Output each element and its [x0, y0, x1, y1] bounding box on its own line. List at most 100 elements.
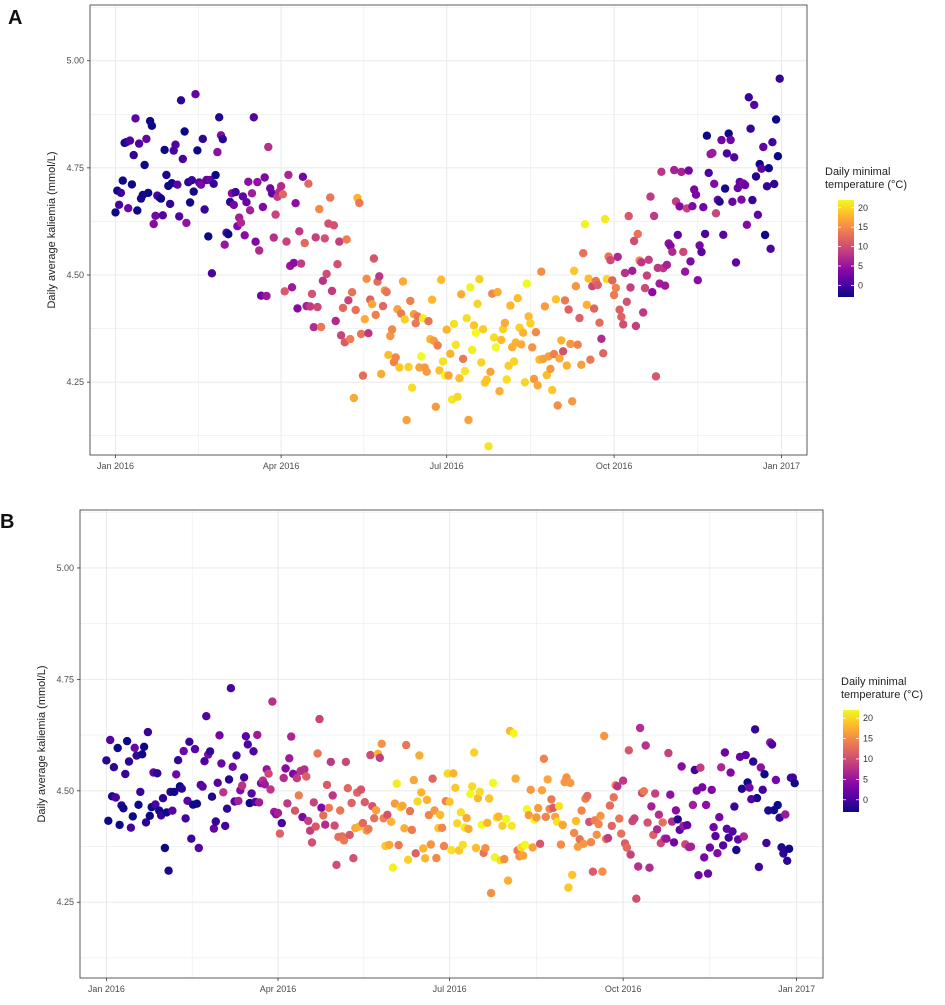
data-point [143, 727, 153, 737]
data-point [511, 774, 520, 783]
data-point [598, 867, 607, 876]
data-point [764, 164, 773, 173]
data-point [222, 804, 232, 813]
data-point [336, 331, 346, 340]
data-point [506, 301, 515, 310]
data-point [679, 247, 688, 257]
data-point [624, 211, 633, 221]
data-point [762, 838, 771, 848]
data-point [211, 170, 220, 180]
plot-area [90, 5, 807, 455]
data-point [528, 843, 537, 852]
data-point [187, 834, 196, 843]
data-point [473, 299, 482, 308]
data-point [281, 764, 290, 773]
legend-tick-label: 15 [863, 734, 873, 744]
data-point [251, 237, 260, 246]
data-point [722, 149, 732, 158]
data-point [180, 127, 189, 136]
data-point [533, 381, 542, 390]
data-point [750, 100, 759, 110]
data-point [273, 808, 283, 818]
plot-area [80, 510, 823, 978]
data-point [209, 824, 219, 833]
data-point [369, 254, 379, 263]
data-point [629, 236, 639, 246]
data-point [106, 735, 115, 745]
data-point [540, 302, 550, 311]
data-point [762, 182, 772, 191]
data-point [287, 283, 297, 292]
data-point [430, 806, 439, 815]
legend-title-line1: Daily minimal [841, 676, 906, 688]
data-point [244, 177, 253, 186]
data-point [394, 840, 403, 850]
x-tick-label: Jan 2017 [778, 984, 815, 994]
legend-colorbar [843, 710, 859, 812]
data-point [700, 229, 710, 239]
data-point [582, 300, 591, 309]
data-point [760, 770, 769, 779]
data-point [422, 795, 432, 805]
data-point [347, 798, 356, 808]
data-point [493, 287, 502, 297]
data-point [338, 303, 348, 313]
data-point [724, 129, 733, 138]
data-point [217, 759, 226, 768]
data-point [213, 778, 222, 787]
data-point [198, 134, 207, 144]
data-point [783, 856, 792, 865]
data-point [637, 258, 646, 267]
data-point [781, 810, 790, 819]
data-point [116, 188, 126, 198]
data-point [546, 364, 555, 374]
data-point [141, 818, 151, 827]
data-point [331, 316, 340, 326]
data-point [577, 360, 586, 369]
data-point [360, 315, 369, 324]
data-point [615, 305, 624, 314]
data-point [127, 180, 137, 189]
data-point [626, 283, 635, 292]
data-point [658, 818, 667, 827]
data-point [626, 850, 635, 859]
data-point [200, 205, 209, 214]
data-point [109, 763, 119, 772]
legend-colorbar [838, 200, 854, 297]
data-point [231, 187, 240, 197]
data-point [447, 846, 456, 855]
data-point [426, 840, 435, 849]
data-point [617, 829, 626, 838]
data-point [509, 357, 519, 366]
data-point [215, 113, 224, 122]
data-point [464, 824, 473, 834]
data-point [387, 817, 396, 826]
data-point [317, 803, 326, 812]
data-point [285, 754, 294, 763]
data-point [571, 816, 581, 826]
data-point [114, 200, 124, 209]
data-point [695, 241, 704, 250]
data-point [502, 375, 511, 384]
data-point [673, 230, 682, 240]
data-point [752, 793, 762, 803]
data-point [475, 787, 484, 796]
data-point [321, 820, 330, 829]
data-point [609, 290, 619, 300]
data-point [491, 343, 500, 352]
data-point [701, 800, 711, 810]
data-point [362, 274, 371, 283]
data-point [343, 784, 352, 793]
data-point [287, 732, 296, 741]
x-tick-label: Jan 2016 [97, 461, 134, 471]
data-point [228, 762, 237, 771]
x-tick-label: Jan 2016 [88, 984, 125, 994]
data-point [377, 369, 386, 379]
data-point [539, 754, 549, 763]
data-point [575, 313, 584, 323]
data-point [560, 296, 570, 305]
data-point [433, 341, 442, 350]
data-point [519, 851, 528, 860]
